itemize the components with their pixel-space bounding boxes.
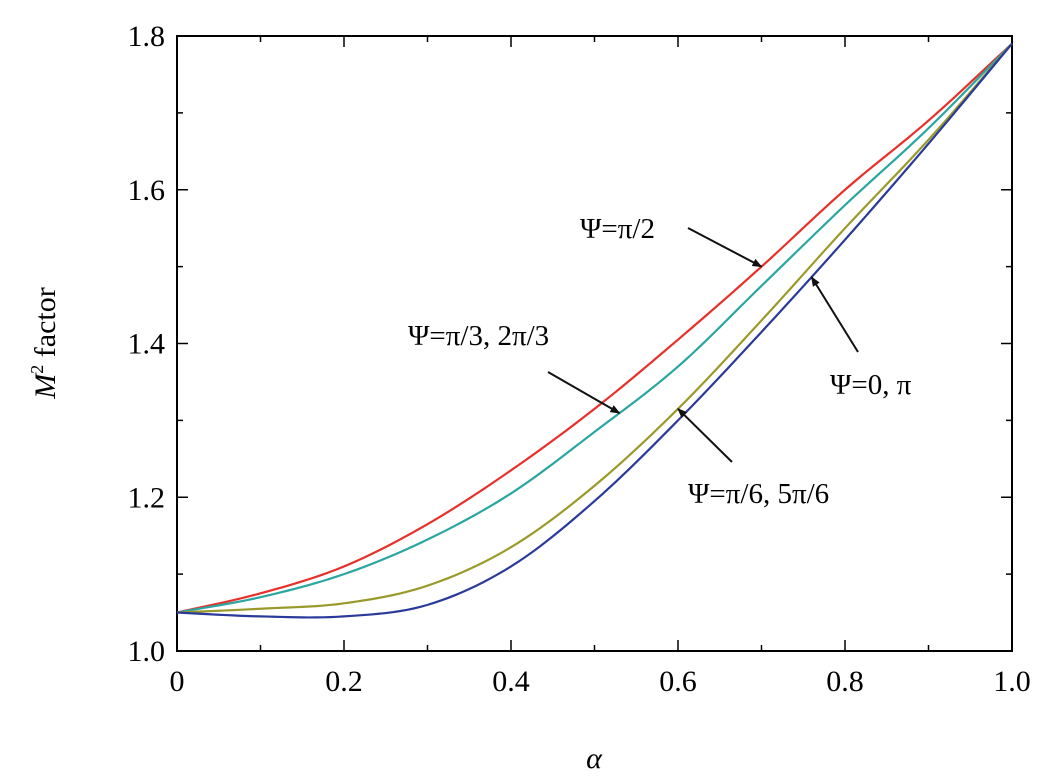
- series-line-psi-0: [176, 42, 1013, 619]
- annotation-label-psi-pi-6: Ψ=π/6, 5π/6: [688, 478, 829, 510]
- x-tick-label: 0: [170, 665, 185, 698]
- annotation-arrow-psi-pi-6: [677, 408, 733, 463]
- annotation-arrow-psi-0: [810, 276, 859, 353]
- x-tick-label: 0.8: [826, 665, 864, 698]
- plot-frame: [176, 35, 1013, 652]
- annotation-label-psi-pi-2: Ψ=π/2: [580, 213, 655, 245]
- y-axis-title-base: M: [29, 372, 62, 400]
- annotation-arrow-psi-pi-2: [687, 227, 763, 268]
- annotation-arrow-psi-pi-3: [547, 371, 621, 414]
- x-axis-title: α: [586, 742, 603, 775]
- x-tick-label: 0.4: [492, 665, 530, 698]
- x-axis-ticks: 0 0.2 0.4 0.6 0.8 1.0: [170, 36, 1031, 698]
- x-tick-label: 0.6: [659, 665, 697, 698]
- series-line-psi-pi-3: [176, 42, 1013, 614]
- annotation-layer: Ψ=π/2 Ψ=π/3, 2π/3 Ψ=π/6, 5π/6 Ψ=0, π: [408, 213, 912, 510]
- y-axis-title-rest: factor: [29, 287, 62, 364]
- series-line-psi-pi-2: [176, 42, 1013, 614]
- y-axis-title: M2 factor: [27, 287, 62, 399]
- series-line-psi-pi-6: [176, 42, 1013, 614]
- series-layer: [176, 42, 1013, 619]
- annotation-label-psi-0: Ψ=0, π: [830, 369, 912, 401]
- y-tick-label: 1.6: [128, 174, 166, 207]
- y-axis-ticks: 1.0 1.2 1.4 1.6 1.8: [128, 20, 1012, 668]
- y-axis-title-sup: 2: [27, 365, 47, 374]
- y-tick-label: 1.2: [128, 481, 166, 514]
- y-tick-label: 1.0: [128, 635, 166, 668]
- x-tick-label: 0.2: [325, 665, 363, 698]
- y-tick-label: 1.8: [128, 20, 166, 53]
- x-tick-label: 1.0: [993, 665, 1031, 698]
- y-tick-label: 1.4: [128, 328, 166, 361]
- annotation-label-psi-pi-3: Ψ=π/3, 2π/3: [408, 320, 549, 352]
